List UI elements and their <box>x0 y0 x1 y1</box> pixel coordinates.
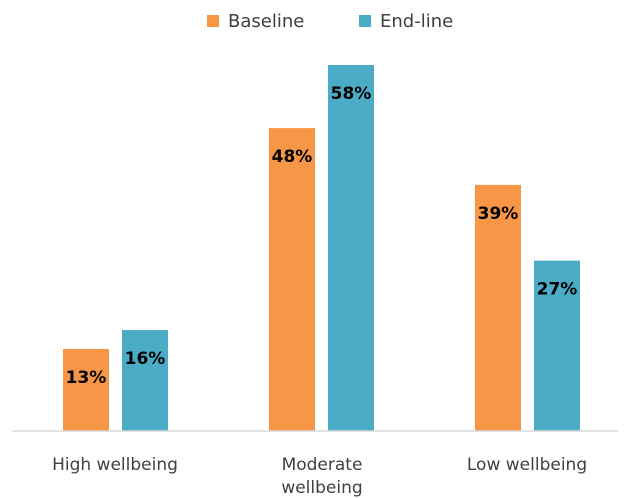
category-label: Low wellbeing <box>467 455 587 475</box>
data-label: 27% <box>537 280 578 300</box>
category-label: High wellbeing <box>52 455 178 475</box>
bar <box>475 184 521 431</box>
data-label: 13% <box>66 368 107 388</box>
data-label: 58% <box>331 84 372 104</box>
legend: Baseline End-line <box>207 11 453 32</box>
bar <box>122 330 168 431</box>
bar <box>328 65 374 431</box>
bars <box>63 65 580 431</box>
legend-swatch <box>359 15 371 27</box>
category-labels: High wellbeing Moderate wellbeing Low wellb… <box>52 455 587 498</box>
data-label: 16% <box>125 349 166 369</box>
legend-swatch <box>207 15 219 27</box>
category-label: wellbeing <box>281 478 362 498</box>
bar <box>63 348 109 431</box>
legend-label: Baseline <box>228 11 304 32</box>
data-label: 48% <box>272 147 313 167</box>
legend-label: End-line <box>380 11 453 32</box>
value-labels: 13% 48% 39% 16% 58% 27% <box>66 84 578 388</box>
data-label: 39% <box>478 204 519 224</box>
bar <box>534 260 580 431</box>
category-label: Moderate <box>282 455 363 475</box>
bar <box>269 128 315 431</box>
